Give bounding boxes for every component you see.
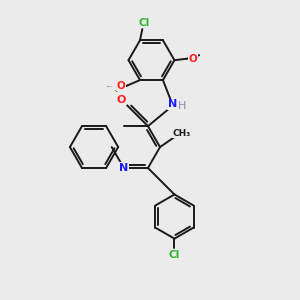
Text: O: O bbox=[117, 94, 126, 105]
Text: O: O bbox=[117, 81, 125, 91]
Text: H: H bbox=[178, 101, 187, 111]
Text: Cl: Cl bbox=[169, 250, 180, 260]
Text: O: O bbox=[117, 81, 125, 91]
Text: methoxy: methoxy bbox=[107, 85, 113, 87]
Text: CH₃: CH₃ bbox=[172, 129, 190, 138]
Text: Cl: Cl bbox=[138, 18, 149, 28]
Text: N: N bbox=[168, 99, 177, 110]
Text: N: N bbox=[119, 163, 128, 173]
Text: O: O bbox=[189, 54, 198, 64]
